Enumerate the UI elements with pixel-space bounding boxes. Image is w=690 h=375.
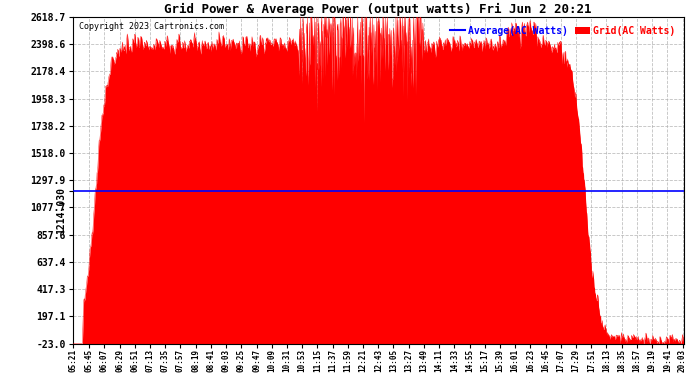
Title: Grid Power & Average Power (output watts) Fri Jun 2 20:21: Grid Power & Average Power (output watts… bbox=[164, 3, 592, 16]
Legend: Average(AC Watts), Grid(AC Watts): Average(AC Watts), Grid(AC Watts) bbox=[446, 22, 679, 40]
Text: Copyright 2023 Cartronics.com: Copyright 2023 Cartronics.com bbox=[79, 22, 224, 31]
